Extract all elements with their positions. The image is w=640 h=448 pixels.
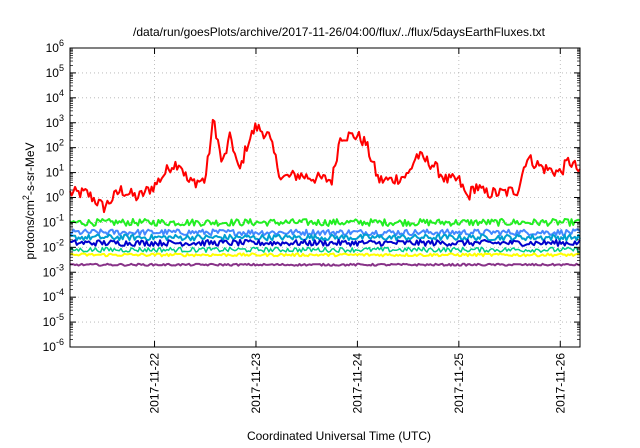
series-line-5 bbox=[69, 246, 581, 253]
y-axis-label-rest: -s-sr-MeV bbox=[23, 142, 37, 195]
x-axis-label: Coordinated Universal Time (UTC) bbox=[247, 429, 431, 443]
x-tick-label: 2017-11-23 bbox=[249, 353, 263, 414]
series-line-4 bbox=[69, 239, 581, 247]
series-layer bbox=[69, 118, 581, 267]
y-tick-exp: -4 bbox=[56, 287, 64, 297]
series-line-6 bbox=[69, 252, 581, 258]
y-tick-label: 10-5 bbox=[43, 312, 64, 329]
x-tick-label: 2017-11-26 bbox=[553, 353, 567, 414]
y-tick-exp: 5 bbox=[59, 63, 64, 73]
y-tick-base: 10 bbox=[43, 240, 57, 254]
y-tick-label: 10-6 bbox=[43, 337, 64, 354]
y-tick-base: 10 bbox=[43, 215, 57, 229]
y-tick-label: 100 bbox=[46, 188, 64, 205]
y-tick-label: 10-1 bbox=[43, 212, 64, 229]
series-line-2 bbox=[69, 228, 581, 237]
y-tick-exp: -3 bbox=[56, 262, 64, 272]
y-tick-base: 10 bbox=[46, 91, 60, 105]
series-line-0 bbox=[69, 118, 581, 214]
y-tick-label: 102 bbox=[46, 138, 64, 155]
y-tick-exp: 3 bbox=[59, 113, 64, 123]
y-tick-label: 103 bbox=[46, 113, 64, 130]
y-tick-base: 10 bbox=[46, 66, 60, 80]
y-tick-exp: -2 bbox=[56, 237, 64, 247]
y-tick-label: 104 bbox=[46, 88, 64, 105]
y-tick-base: 10 bbox=[46, 191, 60, 205]
y-tick-base: 10 bbox=[46, 166, 60, 180]
y-tick-exp: -6 bbox=[56, 337, 64, 347]
series-line-3 bbox=[69, 233, 581, 242]
y-tick-base: 10 bbox=[43, 265, 57, 279]
y-tick-label: 106 bbox=[46, 38, 64, 55]
y-tick-label: 105 bbox=[46, 63, 64, 80]
y-axis-label-sup: 2 bbox=[21, 195, 31, 200]
y-axis-label-base: protons/cm bbox=[23, 200, 37, 259]
y-tick-label: 101 bbox=[46, 163, 64, 180]
y-tick-label: 10-2 bbox=[43, 237, 64, 254]
y-tick-base: 10 bbox=[43, 340, 57, 354]
y-tick-exp: 4 bbox=[59, 88, 64, 98]
y-tick-base: 10 bbox=[46, 41, 60, 55]
y-tick-exp: -5 bbox=[56, 312, 64, 322]
series-line-7 bbox=[69, 262, 581, 267]
y-tick-exp: -1 bbox=[56, 212, 64, 222]
x-tick-label: 2017-11-25 bbox=[452, 353, 466, 414]
y-tick-exp: 1 bbox=[59, 163, 64, 173]
x-axis: 2017-11-22 2017-11-23 2017-11-24 2017-11-25… bbox=[148, 48, 567, 414]
chart-title: /data/run/goesPlots/archive/2017-11-26/0… bbox=[133, 25, 546, 39]
y-tick-exp: 2 bbox=[59, 138, 64, 148]
y-tick-exp: 6 bbox=[59, 38, 64, 48]
y-axis-label: protons/cm2-s-sr-MeV bbox=[21, 142, 37, 259]
grid bbox=[70, 48, 580, 347]
y-tick-base: 10 bbox=[46, 141, 60, 155]
y-tick-label: 10-4 bbox=[43, 287, 64, 304]
y-tick-label: 10-3 bbox=[43, 262, 64, 279]
x-tick-label: 2017-11-22 bbox=[148, 353, 162, 414]
y-tick-base: 10 bbox=[46, 116, 60, 130]
x-tick-label: 2017-11-24 bbox=[350, 353, 364, 414]
series-line-1 bbox=[69, 217, 581, 227]
y-tick-exp: 0 bbox=[59, 188, 64, 198]
y-tick-base: 10 bbox=[43, 290, 57, 304]
y-axis: 10-610-510-410-310-210-11001011021031041… bbox=[43, 38, 580, 354]
y-tick-base: 10 bbox=[43, 315, 57, 329]
